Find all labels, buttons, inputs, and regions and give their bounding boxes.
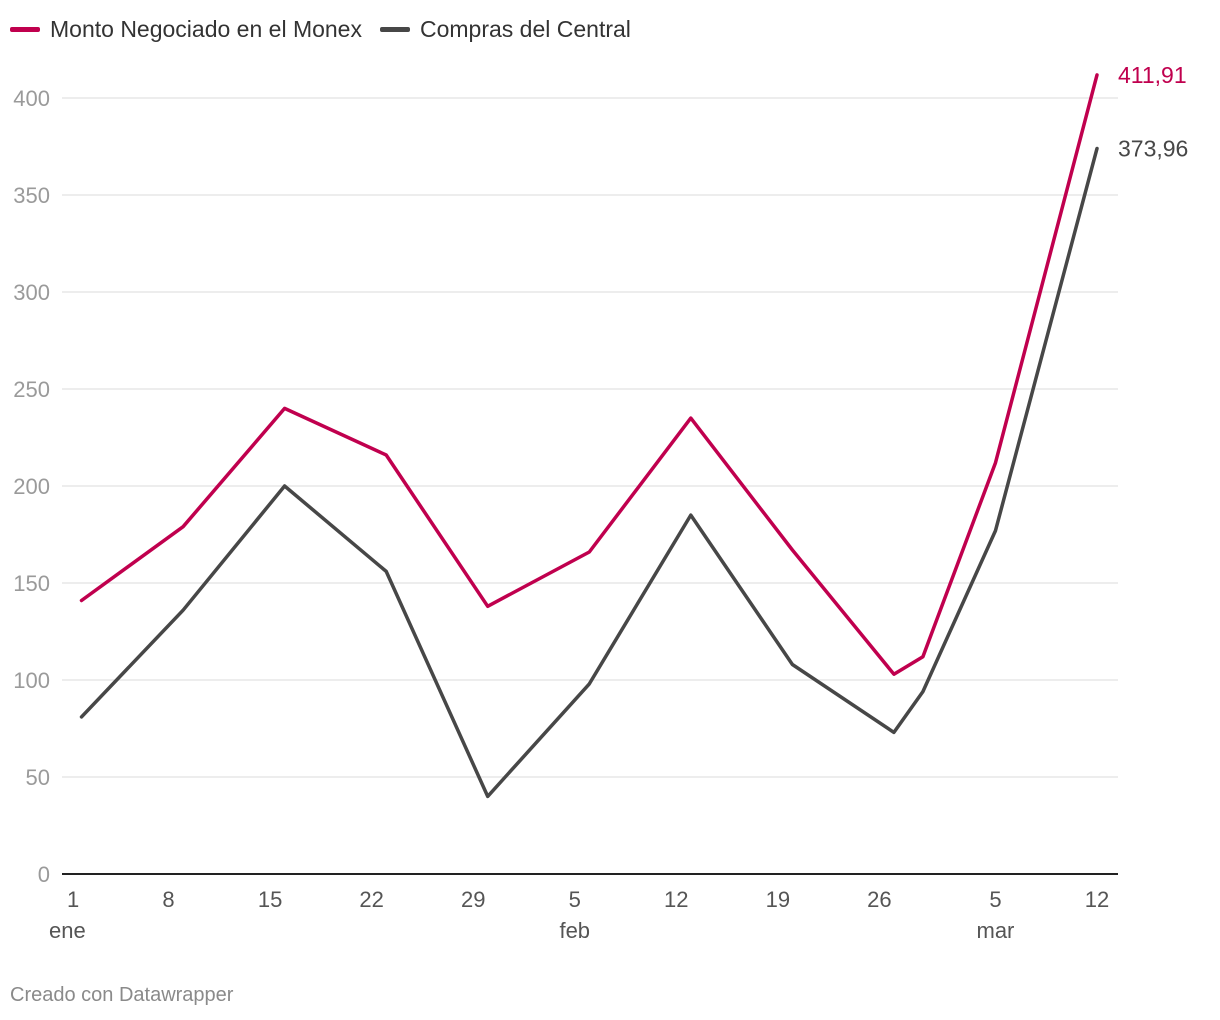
y-tick-label-200: 200 (13, 474, 50, 499)
x-month-label-mar: mar (977, 918, 1015, 943)
credit-text: Creado con Datawrapper (10, 984, 234, 1006)
y-tick-label-350: 350 (13, 183, 50, 208)
x-tick-label-8: 26 (867, 887, 891, 912)
legend-swatch-monto-negociado (10, 27, 40, 32)
series-line-1 (79, 146, 1099, 799)
legend-label-compras-central: Compras del Central (419, 16, 631, 42)
x-month-label-feb: feb (559, 918, 590, 943)
x-tick-label-1: 8 (162, 887, 174, 912)
series-end-label-1: 373,96 (1118, 136, 1188, 162)
series-end-label-0: 411,91 (1118, 62, 1187, 88)
x-tick-label-10: 12 (1085, 887, 1109, 912)
x-tick-label-2: 15 (258, 887, 282, 912)
legend: Monto Negociado en el Monex Compras del … (10, 16, 649, 43)
y-tick-label-150: 150 (13, 571, 50, 596)
legend-label-monto-negociado: Monto Negociado en el Monex (50, 16, 362, 42)
y-tick-label-300: 300 (13, 280, 50, 305)
x-tick-label-3: 22 (359, 887, 383, 912)
series-line-0 (79, 73, 1099, 676)
y-tick-label-250: 250 (13, 377, 50, 402)
x-tick-label-5: 5 (569, 887, 581, 912)
x-tick-label-6: 12 (664, 887, 688, 912)
y-tick-label-0: 0 (38, 862, 50, 887)
y-tick-label-400: 400 (13, 86, 50, 111)
y-tick-label-100: 100 (13, 668, 50, 693)
x-tick-label-0: 1 (67, 887, 79, 912)
x-month-label-ene: ene (49, 918, 86, 943)
x-tick-label-9: 5 (989, 887, 1001, 912)
y-tick-label-50: 50 (26, 765, 50, 790)
legend-swatch-compras-central (379, 27, 410, 32)
x-tick-label-4: 29 (461, 887, 485, 912)
legend-item-compras-central: Compras del Central (379, 16, 631, 43)
x-tick-label-7: 19 (766, 887, 790, 912)
legend-item-monto-negociado: Monto Negociado en el Monex (10, 16, 362, 43)
